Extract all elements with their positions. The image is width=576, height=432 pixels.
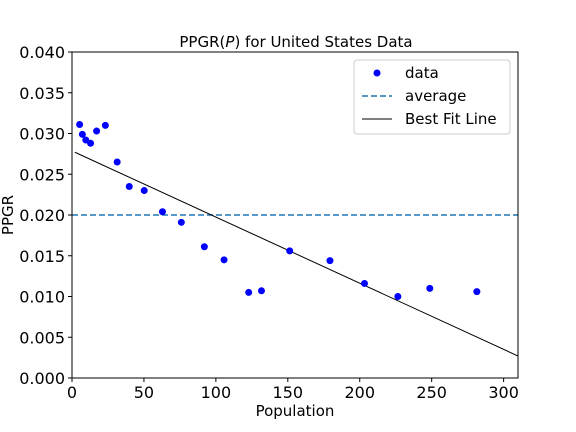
- data-point: [158, 208, 166, 216]
- y-tick-label: 0.020: [19, 206, 65, 225]
- x-tick-label: 150: [273, 383, 304, 402]
- best-fit-line: [74, 151, 518, 357]
- x-tick-label: 0: [67, 383, 77, 402]
- legend-label: data: [405, 64, 439, 82]
- y-tick-label: 0.025: [19, 165, 65, 184]
- data-point: [286, 247, 294, 255]
- data-point: [113, 158, 121, 166]
- x-tick-label: 200: [344, 383, 375, 402]
- y-tick-label: 0.000: [19, 369, 65, 388]
- chart-title-pre: PPGR(: [179, 33, 225, 51]
- plot-area: [72, 121, 518, 357]
- y-tick-label: 0.040: [19, 43, 65, 62]
- data-point: [78, 130, 86, 138]
- data-point: [101, 121, 109, 129]
- y-tick-label: 0.030: [19, 125, 65, 144]
- data-point: [326, 257, 334, 265]
- data-point: [177, 218, 185, 226]
- x-axis-title: Population: [256, 402, 335, 420]
- data-point: [220, 256, 228, 264]
- data-point: [394, 293, 402, 300]
- y-tick-label: 0.035: [19, 84, 65, 103]
- x-tick-label: 250: [416, 383, 447, 402]
- data-point: [76, 121, 84, 129]
- y-tick-label: 0.005: [19, 328, 65, 347]
- x-tick-label: 100: [201, 383, 232, 402]
- data-point: [93, 127, 101, 135]
- data-point: [140, 187, 148, 195]
- plot-series: [72, 121, 518, 357]
- legend: data average Best Fit Line: [353, 59, 511, 135]
- data-point: [473, 288, 481, 296]
- data-point: [257, 287, 265, 295]
- chart-title: PPGR(P) for United States Data: [179, 33, 412, 51]
- x-tick-label: 300: [488, 383, 519, 402]
- legend-marker-data: [373, 69, 381, 77]
- legend-box: [353, 59, 511, 135]
- y-tick-label: 0.015: [19, 247, 65, 266]
- chart-title-post: ) for United States Data: [234, 33, 412, 51]
- data-point: [125, 182, 133, 190]
- legend-label: average: [405, 87, 466, 105]
- data-point: [200, 243, 208, 251]
- data-point: [360, 279, 368, 287]
- data-point: [245, 288, 253, 296]
- axes: 0 50 100 150 200 250 300 0.000 0.005 0.010 0.015 0.…: [19, 43, 519, 402]
- data-point: [426, 284, 434, 292]
- x-tick-label: 50: [134, 383, 154, 402]
- legend-label: Best Fit Line: [405, 110, 497, 128]
- data-point: [87, 139, 95, 147]
- chart-title-italic: P: [225, 33, 235, 51]
- y-tick-label: 0.010: [19, 288, 65, 307]
- y-axis-title: PPGR: [0, 195, 17, 235]
